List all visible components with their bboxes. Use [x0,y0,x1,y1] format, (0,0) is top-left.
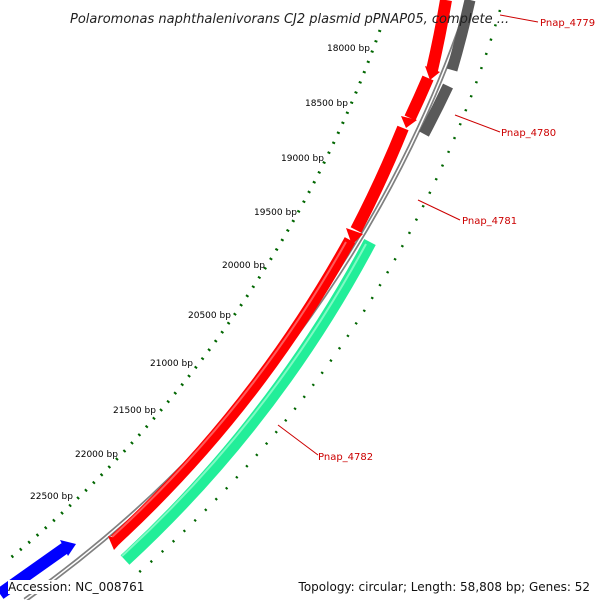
tick-label-20000: 20000 bp [222,261,265,271]
backbone-circle-inner [24,0,471,600]
tick-label-20500: 20500 bp [188,311,231,321]
gene-pnap-4781-arc[interactable] [350,125,409,233]
gene-label-line-4779 [499,14,539,23]
tick-label-21000: 21000 bp [150,359,193,369]
tick-label-22500: 22500 bp [30,492,73,502]
teal-gene-highlight [121,243,367,557]
gray-gene-2[interactable] [419,83,453,137]
gene-pnap-4779-arrowhead [425,66,440,80]
gene-pnap-4782-highlight [111,241,347,538]
gene-label-pnap-4781[interactable]: Pnap_4781 [462,216,517,227]
gene-label-pnap-4779[interactable]: Pnap_4779 [540,18,595,29]
gene-label-line-4781 [417,199,461,221]
gene-pnap-4780-arc[interactable] [404,75,434,121]
gene-pnap-4782-arrowhead [108,536,123,550]
genome-summary-text: Topology: circular; Length: 58,808 bp; G… [298,580,590,594]
tick-label-19000: 19000 bp [281,154,324,164]
tick-label-18000: 18000 bp [327,44,370,54]
gene-label-pnap-4780[interactable]: Pnap_4780 [501,128,556,139]
gene-pnap-4781-arrowhead [346,228,363,245]
gene-label-line-4782 [277,424,319,456]
tick-label-19500: 19500 bp [254,208,297,218]
map-title: Polaromonas naphthalenivorans CJ2 plasmi… [70,12,509,27]
gene-label-line-4780 [454,114,501,133]
gene-pnap-4780-arrowhead [401,116,417,128]
accession-text: Accession: NC_008761 [8,580,145,594]
gray-gene-1[interactable] [446,0,476,72]
gene-pnap-4782-arc[interactable] [110,237,356,545]
tick-label-22000: 22000 bp [75,450,118,460]
backbone-circle-outer [23,0,473,600]
blue-gene-arrowhead [60,540,76,556]
tick-label-18500: 18500 bp [305,99,348,109]
gene-label-pnap-4782[interactable]: Pnap_4782 [318,452,373,463]
tick-label-21500: 21500 bp [113,406,156,416]
gene-pnap-4779-arc[interactable] [426,0,452,72]
teal-gene[interactable] [120,238,376,565]
